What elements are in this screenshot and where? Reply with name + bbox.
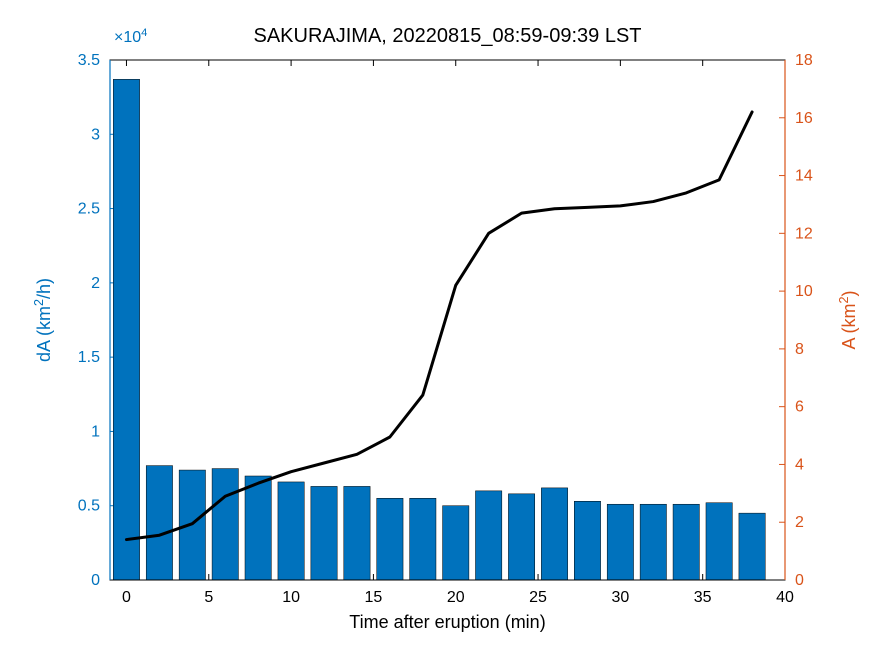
y-right-tick-label: 4: [795, 456, 804, 473]
bar: [673, 504, 699, 580]
y-right-tick-label: 16: [795, 110, 813, 127]
y-left-tick-label: 2: [91, 275, 100, 292]
dual-axis-chart: 051015202530354000.511.522.533.502468101…: [0, 0, 875, 656]
bar: [541, 488, 567, 580]
y-right-tick-label: 8: [795, 341, 804, 358]
y-right-tick-label: 12: [795, 225, 813, 242]
y-right-tick-label: 0: [795, 572, 804, 589]
bar: [443, 506, 469, 580]
x-tick-label: 5: [204, 589, 213, 606]
x-tick-label: 10: [282, 589, 300, 606]
bar: [344, 486, 370, 580]
x-tick-label: 25: [529, 589, 547, 606]
bar: [574, 501, 600, 580]
bar: [706, 503, 732, 580]
x-tick-label: 40: [776, 589, 794, 606]
bar: [607, 504, 633, 580]
y-left-tick-label: 2.5: [78, 201, 100, 218]
y-right-tick-label: 10: [795, 283, 813, 300]
chart-svg: 051015202530354000.511.522.533.502468101…: [0, 0, 875, 656]
bar: [640, 504, 666, 580]
y-left-tick-label: 0.5: [78, 498, 100, 515]
y-left-tick-label: 1.5: [78, 349, 100, 366]
x-tick-label: 20: [447, 589, 465, 606]
bar: [311, 486, 337, 580]
y-left-tick-label: 3.5: [78, 52, 100, 69]
bar: [739, 513, 765, 580]
y-right-tick-label: 18: [795, 52, 813, 69]
bar: [146, 466, 172, 580]
x-tick-label: 0: [122, 589, 131, 606]
x-tick-label: 15: [365, 589, 383, 606]
x-axis-label: Time after eruption (min): [349, 612, 545, 632]
bar: [212, 469, 238, 580]
x-tick-label: 35: [694, 589, 712, 606]
x-tick-label: 30: [611, 589, 629, 606]
bar: [278, 482, 304, 580]
y-left-tick-label: 0: [91, 572, 100, 589]
y-left-axis-label: dA (km2/h): [32, 278, 54, 362]
chart-title: SAKURAJIMA, 20220815_08:59-09:39 LST: [253, 25, 641, 47]
bar: [245, 476, 271, 580]
y-right-tick-label: 6: [795, 399, 804, 416]
y-left-tick-label: 1: [91, 423, 100, 440]
bar: [508, 494, 534, 580]
bar: [113, 79, 139, 580]
bar: [410, 498, 436, 580]
y-right-tick-label: 2: [795, 514, 804, 531]
bar: [475, 491, 501, 580]
bar: [377, 498, 403, 580]
y-left-tick-label: 3: [91, 126, 100, 143]
y-right-tick-label: 14: [795, 168, 813, 185]
